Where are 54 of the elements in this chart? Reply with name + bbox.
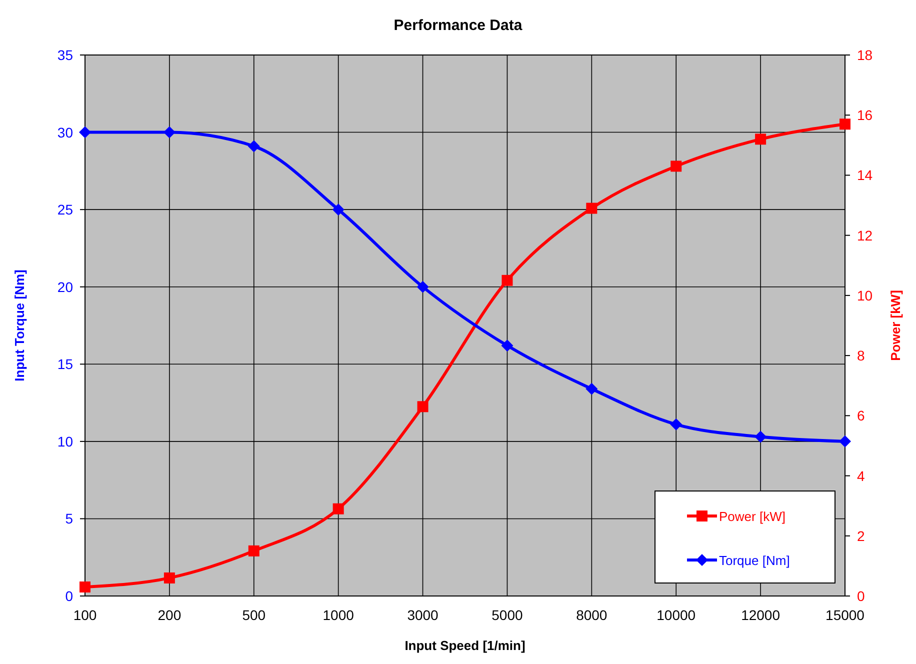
point: [248, 545, 260, 556]
y2-tick-label: 6: [857, 408, 865, 424]
point: [417, 401, 428, 412]
point: [839, 435, 851, 448]
point: [163, 126, 176, 138]
x-tick-label: 500: [242, 607, 266, 623]
point: [502, 274, 513, 286]
y2-tick-label: 0: [857, 588, 865, 604]
point: [586, 382, 598, 395]
y2-tick-label: 2: [857, 528, 865, 544]
y2-tick-label: 14: [857, 167, 873, 184]
x-tick-label: 15000: [826, 607, 865, 623]
y2-tick-label: 18: [857, 47, 873, 63]
point: [670, 160, 682, 172]
point: [332, 503, 344, 514]
x-tick-label: 3000: [407, 607, 439, 623]
point: [248, 140, 260, 152]
point: [755, 134, 766, 145]
x-tick-label: 200: [158, 607, 182, 623]
point: [754, 430, 767, 443]
point: [80, 581, 90, 592]
y2-tick-label: 12: [857, 227, 873, 244]
y2-axis-title: Power [kW]: [888, 290, 903, 361]
point: [79, 126, 91, 138]
point: [586, 202, 598, 214]
legend-label: Torque [Nm]: [719, 553, 790, 568]
x-tick-label: 100: [73, 607, 97, 623]
y-tick-label: 15: [57, 356, 74, 372]
y-tick-label: 35: [57, 47, 74, 63]
y-tick-label: 30: [57, 124, 74, 140]
y2-tick-label: 8: [857, 348, 865, 364]
point: [840, 118, 850, 130]
point: [164, 572, 175, 584]
point: [416, 280, 429, 293]
x-tick-label: 8000: [576, 607, 608, 623]
point: [501, 340, 514, 352]
y-tick-label: 20: [57, 278, 74, 295]
y2-tick-label: 16: [857, 107, 873, 124]
chart-title: Performance Data: [394, 17, 523, 34]
x-tick-label: 1000: [322, 607, 354, 623]
point: [670, 418, 682, 430]
y2-tick-label: 10: [857, 287, 873, 304]
y-tick-label: 25: [57, 202, 74, 218]
x-tick-label: 5000: [492, 607, 524, 623]
x-axis-title: Input Speed [1/min]: [404, 638, 526, 653]
y-axis-title: Input Torque [Nm]: [12, 270, 27, 382]
point: [332, 204, 344, 216]
y2-tick-label: 4: [857, 468, 865, 484]
legend-label: Power [kW]: [719, 509, 786, 524]
y-tick-label: 5: [65, 510, 74, 527]
y-tick-label: 0: [65, 588, 74, 604]
y-tick-label: 10: [57, 433, 74, 450]
x-tick-label: 10000: [656, 607, 696, 623]
x-tick-label: 12000: [741, 607, 780, 623]
